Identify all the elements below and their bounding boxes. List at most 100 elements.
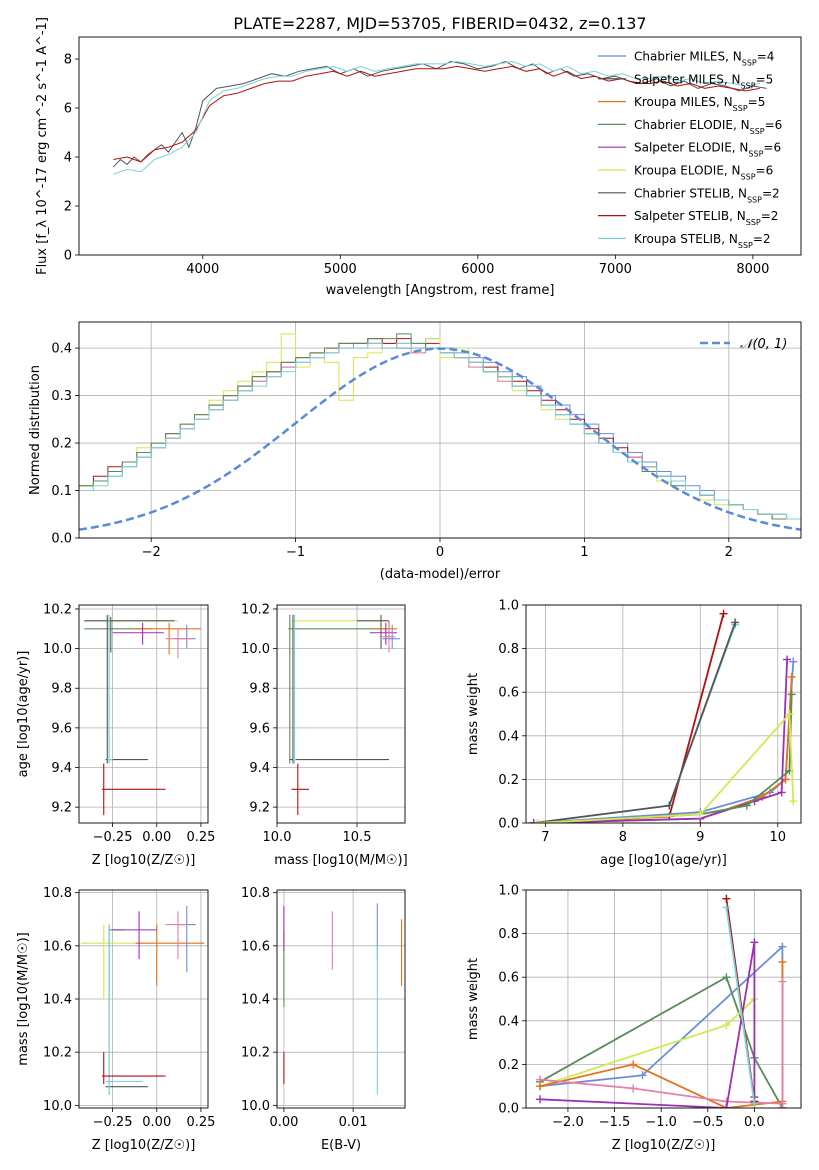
panel-z-age: −0.25 0.00 0.25 9.2 9.4 9.6 9.8 10.0 10.2 Z [log1… bbox=[16, 602, 215, 868]
y-tick-label: 6 bbox=[64, 102, 72, 117]
y-tick-label: 0.8 bbox=[498, 927, 519, 942]
plot-area bbox=[113, 60, 767, 175]
grid bbox=[277, 890, 405, 1108]
figure-title: PLATE=2287, MJD=53705, FIBERID=0432, z=0… bbox=[233, 14, 646, 33]
weight-marker bbox=[722, 1021, 731, 1030]
legend-entry: Chabrier ELODIE, NSSP=6 bbox=[634, 118, 782, 136]
y-tick-label: 10.2 bbox=[241, 1046, 270, 1061]
y-tick-label: 0.4 bbox=[498, 729, 519, 744]
axes-frame bbox=[78, 604, 209, 824]
y-tick-label: 10.2 bbox=[43, 602, 72, 617]
y-tick-label: 10.0 bbox=[241, 642, 270, 657]
x-tick-label: 0 bbox=[436, 545, 444, 560]
weight-marker bbox=[787, 690, 796, 699]
y-axis-label: Normed distribution bbox=[28, 365, 43, 495]
plot-area bbox=[84, 614, 201, 816]
plot-area bbox=[283, 903, 403, 1095]
y-tick-label: 0.4 bbox=[51, 342, 72, 357]
weight-marker bbox=[629, 1084, 638, 1093]
x-tick-label: 9 bbox=[696, 830, 704, 845]
y-tick-label: 9.2 bbox=[51, 801, 72, 816]
histogram-hist-f bbox=[79, 342, 801, 525]
x-tick-label: 8000 bbox=[736, 262, 769, 277]
x-tick-label: 2 bbox=[725, 545, 733, 560]
plot-area bbox=[535, 894, 787, 1108]
y-tick-label: 10.6 bbox=[43, 939, 72, 954]
weight-marker bbox=[638, 1071, 647, 1080]
y-tick-label: 0.8 bbox=[498, 642, 519, 657]
histogram-hist-c bbox=[79, 333, 801, 525]
legend-entry: Kroupa MILES, NSSP=5 bbox=[634, 95, 765, 113]
series-line-model-salpeter-stelib bbox=[113, 65, 760, 163]
x-tick-label: 5000 bbox=[324, 262, 357, 277]
axes-frame bbox=[525, 889, 802, 1109]
legend: Chabrier MILES, NSSP=4 Salpeter MILES, NS… bbox=[598, 50, 782, 249]
y-tick-label: 0.2 bbox=[498, 773, 519, 788]
x-axis-label: mass [log10(M/M☉)] bbox=[274, 853, 407, 868]
y-axis-label: mass weight bbox=[466, 958, 481, 1040]
weight-marker bbox=[722, 1104, 731, 1108]
grid bbox=[526, 604, 801, 824]
weight-marker bbox=[789, 797, 798, 806]
axes-frame bbox=[78, 36, 802, 256]
y-tick-label: 9.8 bbox=[249, 682, 270, 697]
weight-line bbox=[539, 996, 756, 1108]
grid bbox=[526, 889, 801, 1109]
weight-marker bbox=[533, 819, 542, 823]
panels: 4000 5000 6000 7000 8000 0 2 4 6 8 wavelength [Ang… bbox=[16, 17, 802, 1153]
y-tick-label: 0.1 bbox=[51, 484, 72, 499]
x-tick-label: 0.00 bbox=[142, 1115, 171, 1130]
x-tick-label: 7 bbox=[541, 830, 549, 845]
y-tick-label: 9.6 bbox=[249, 721, 270, 736]
legend-entry: Salpeter ELODIE, NSSP=6 bbox=[634, 141, 781, 159]
weight-line bbox=[539, 942, 756, 1108]
weight-marker bbox=[535, 1095, 544, 1104]
weight-line bbox=[537, 694, 793, 823]
x-tick-label: −1.0 bbox=[645, 1115, 677, 1130]
x-tick-label: 0.00 bbox=[269, 1115, 298, 1130]
y-tick-label: 10.0 bbox=[43, 1099, 72, 1114]
weight-marker bbox=[722, 903, 731, 912]
axes-frame bbox=[276, 889, 406, 1109]
x-axis-label: Z [log10(Z/Z☉)] bbox=[92, 1138, 196, 1153]
y-tick-label: 0.0 bbox=[51, 532, 72, 547]
x-tick-label: 10.0 bbox=[263, 830, 292, 845]
weight-marker bbox=[731, 618, 740, 627]
plot-area bbox=[79, 333, 801, 531]
y-tick-label: 9.8 bbox=[51, 682, 72, 697]
y-axis-label: Flux [f_λ 10^-17 erg cm^-2 s^-1 A^-1] bbox=[35, 17, 50, 275]
panel-mass-age: 10.0 10.5 9.2 9.4 9.6 9.8 10.0 10.2 mass [log10(… bbox=[241, 602, 408, 868]
y-tick-label: 0.2 bbox=[498, 1058, 519, 1073]
axes-frame bbox=[525, 604, 802, 824]
x-axis-label: Z [log10(Z/Z☉)] bbox=[92, 853, 196, 868]
x-axis-label: (data-model)/error bbox=[380, 567, 501, 582]
x-axis-label: Z [log10(Z/Z☉)] bbox=[612, 1138, 716, 1153]
x-axis-label: E(B-V) bbox=[321, 1138, 361, 1153]
weight-marker bbox=[785, 710, 794, 718]
weight-marker bbox=[722, 894, 731, 903]
plot-area bbox=[80, 905, 205, 1095]
y-tick-label: 10.4 bbox=[43, 993, 72, 1008]
weight-marker bbox=[719, 609, 728, 618]
y-tick-label: 1.0 bbox=[498, 884, 519, 899]
y-tick-label: 10.4 bbox=[241, 993, 270, 1008]
x-tick-label: −2.0 bbox=[552, 1115, 584, 1130]
weight-marker bbox=[696, 810, 705, 819]
histogram-hist-a bbox=[79, 338, 801, 525]
grid bbox=[79, 890, 208, 1108]
y-tick-label: 0.0 bbox=[498, 1102, 519, 1117]
grid bbox=[79, 605, 208, 823]
panel-ebv-mass: 0.00 0.01 10.0 10.2 10.4 10.6 10.8 E(B-V) bbox=[241, 886, 406, 1153]
x-tick-label: 10.5 bbox=[343, 830, 372, 845]
y-tick-label: 0.3 bbox=[51, 389, 72, 404]
weight-marker bbox=[783, 655, 792, 664]
panel-spectrum: 4000 5000 6000 7000 8000 0 2 4 6 8 wavelength [Ang… bbox=[35, 17, 802, 298]
normal-curve bbox=[79, 347, 801, 531]
y-tick-label: 9.4 bbox=[51, 761, 72, 776]
x-tick-label: −1 bbox=[286, 545, 305, 560]
x-tick-label: −1.5 bbox=[599, 1115, 631, 1130]
x-tick-label: 4000 bbox=[186, 262, 219, 277]
legend-entry: Chabrier STELIB, NSSP=2 bbox=[634, 186, 780, 204]
y-tick-label: 0 bbox=[64, 249, 72, 264]
